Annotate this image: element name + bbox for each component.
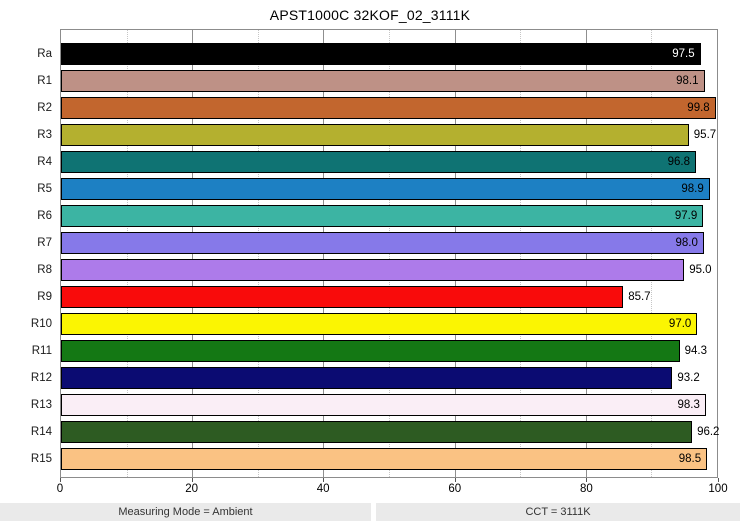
category-label-r1: R1 bbox=[37, 74, 52, 87]
value-label-r3: 95.7 bbox=[693, 128, 717, 141]
category-label-r2: R2 bbox=[37, 101, 52, 114]
bar-row-r10: R10 97.0 bbox=[31, 310, 717, 337]
footer-bar: Measuring Mode = Ambient CCT = 3111K bbox=[0, 503, 740, 521]
bar-r4: 96.8 bbox=[61, 150, 696, 173]
category-label-ra: Ra bbox=[37, 47, 52, 60]
bar-row-r11: R11 94.3 bbox=[32, 337, 717, 364]
value-label-r9: 85.7 bbox=[628, 290, 651, 303]
bar-row-ra: Ra 97.5 bbox=[37, 40, 717, 67]
category-label-r5: R5 bbox=[37, 182, 52, 195]
category-label-r13: R13 bbox=[30, 398, 52, 411]
bar-r12 bbox=[61, 366, 673, 389]
bar-r11 bbox=[61, 339, 680, 362]
bar-r1: 98.1 bbox=[61, 69, 705, 92]
bar-r13: 98.3 bbox=[61, 393, 706, 416]
minor-gridline-30 bbox=[257, 30, 259, 477]
bar-r9 bbox=[61, 285, 624, 308]
bar-row-r4: R4 96.8 bbox=[37, 148, 717, 175]
value-label-r11: 94.3 bbox=[684, 344, 707, 357]
footer-cct: CCT = 3111K bbox=[376, 503, 740, 521]
bar-r2: 99.8 bbox=[61, 96, 716, 119]
value-label-r15: 98.5 bbox=[678, 452, 702, 465]
bar-r3 bbox=[61, 123, 689, 146]
value-label-r8: 95.0 bbox=[689, 263, 712, 276]
value-label-r4: 96.8 bbox=[667, 155, 690, 168]
category-label-r10: R10 bbox=[30, 317, 52, 330]
bar-rows: Ra 97.5 R1 98.1 R2 99.8 R3 95.7 R4 96.8 R5 98.9 R6 97… bbox=[31, 30, 720, 477]
x-tick-label-80: 80 bbox=[579, 483, 593, 495]
major-gridline-80 bbox=[585, 30, 587, 477]
x-tick-60 bbox=[454, 478, 456, 482]
x-tick-80 bbox=[586, 478, 588, 482]
value-label-r14: 96.2 bbox=[697, 425, 720, 438]
bar-r6: 97.9 bbox=[61, 204, 704, 227]
x-tick-label-100: 100 bbox=[708, 483, 728, 495]
x-tick-40 bbox=[323, 478, 325, 482]
x-tick-0 bbox=[60, 478, 61, 482]
category-label-r11: R11 bbox=[31, 344, 52, 357]
x-tick-label-40: 40 bbox=[316, 483, 330, 495]
major-gridline-40 bbox=[323, 30, 325, 477]
bar-row-r12: R12 93.2 bbox=[31, 364, 717, 391]
category-label-r14: R14 bbox=[30, 425, 52, 438]
value-label-ra: 97.5 bbox=[672, 47, 695, 60]
chart-title: APST1000C 32KOF_02_3111K bbox=[269, 7, 471, 23]
category-label-r7: R7 bbox=[37, 236, 52, 249]
bar-ra: 97.5 bbox=[61, 42, 701, 65]
bar-row-r2: R2 99.8 bbox=[37, 94, 717, 121]
value-label-r13: 98.3 bbox=[677, 398, 700, 411]
plot-area: Ra 97.5 R1 98.1 R2 99.8 R3 95.7 R4 96.8 R5 98.9 R6 97… bbox=[31, 29, 720, 478]
x-tick-label-20: 20 bbox=[185, 483, 198, 495]
value-label-r12: 93.2 bbox=[677, 371, 700, 384]
bar-r7: 98.0 bbox=[61, 231, 704, 254]
bar-row-r13: R13 98.3 bbox=[31, 391, 717, 418]
value-label-r5: 98.9 bbox=[681, 182, 704, 195]
value-label-r1: 98.1 bbox=[676, 74, 699, 87]
major-gridline-60 bbox=[454, 30, 456, 477]
value-label-r2: 99.8 bbox=[687, 101, 710, 114]
bar-row-r14: R14 96.2 bbox=[31, 418, 720, 445]
x-tick-20 bbox=[191, 478, 193, 482]
bar-r8 bbox=[61, 258, 685, 281]
minor-gridline-90 bbox=[651, 30, 653, 477]
x-tick-label-0: 0 bbox=[56, 483, 64, 495]
category-label-r9: R9 bbox=[37, 290, 52, 303]
category-label-r15: R15 bbox=[30, 452, 52, 465]
major-gridline-20 bbox=[192, 30, 194, 477]
bar-r5: 98.9 bbox=[61, 177, 710, 200]
bar-r10: 97.0 bbox=[61, 312, 698, 335]
category-label-r6: R6 bbox=[37, 209, 52, 222]
bar-row-r7: R7 98.0 bbox=[37, 229, 717, 256]
bar-r14 bbox=[61, 420, 693, 443]
x-tick-100 bbox=[718, 478, 719, 482]
x-tick-label-60: 60 bbox=[448, 483, 462, 495]
minor-gridline-50 bbox=[389, 30, 390, 477]
bar-row-r1: R1 98.1 bbox=[37, 67, 717, 94]
bar-row-r6: R6 97.9 bbox=[37, 202, 717, 229]
bar-r15: 98.5 bbox=[61, 447, 708, 470]
value-label-r6: 97.9 bbox=[674, 209, 698, 222]
minor-gridline-70 bbox=[520, 30, 522, 477]
value-label-r7: 98.0 bbox=[675, 236, 698, 249]
category-label-r3: R3 bbox=[37, 128, 52, 141]
bar-row-r8: R8 95.0 bbox=[37, 256, 717, 283]
footer-measuring-mode: Measuring Mode = Ambient bbox=[0, 503, 371, 521]
bar-row-r15: R15 98.5 bbox=[31, 445, 717, 472]
minor-gridline-10 bbox=[126, 30, 128, 477]
x-axis: 0 20 40 60 80 100 bbox=[56, 478, 728, 500]
category-label-r8: R8 bbox=[37, 263, 52, 276]
value-label-r10: 97.0 bbox=[668, 317, 692, 330]
bar-row-r5: R5 98.9 bbox=[37, 175, 717, 202]
category-label-r4: R4 bbox=[37, 155, 52, 168]
bar-row-r9: R9 85.7 bbox=[37, 283, 717, 310]
category-label-r12: R12 bbox=[30, 371, 52, 384]
bar-row-r3: R3 95.7 bbox=[37, 121, 717, 148]
